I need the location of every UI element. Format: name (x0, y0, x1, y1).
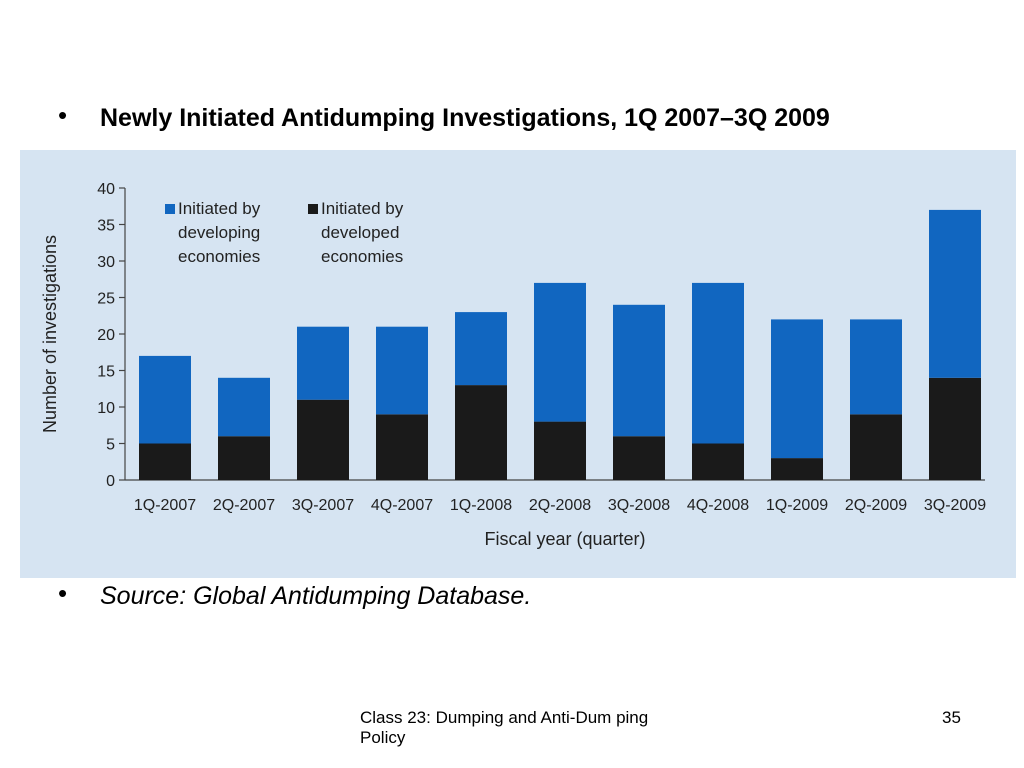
bar-developing (850, 319, 902, 415)
bar-developed (139, 443, 191, 480)
legend-label: Initiated by (178, 199, 261, 218)
legend-label: economies (321, 247, 403, 266)
bar-developed (376, 414, 428, 480)
bar-developing (613, 304, 665, 437)
x-tick-label: 3Q-2008 (608, 497, 670, 514)
legend-label: developing (178, 223, 260, 242)
x-tick-label: 3Q-2007 (292, 497, 354, 514)
bar-developed (218, 436, 270, 480)
bar-developing (692, 282, 744, 444)
bullet-marker-1: • (58, 100, 68, 130)
x-tick-label: 2Q-2008 (529, 497, 591, 514)
bullet-marker-2: • (58, 578, 68, 608)
y-tick-label: 15 (97, 364, 115, 381)
page-number: 35 (942, 708, 961, 727)
bar-developed (613, 436, 665, 480)
legend-label: developed (321, 223, 399, 242)
bar-developed (534, 421, 586, 480)
bar-developed (455, 385, 507, 480)
x-axis-label: Fiscal year (quarter) (484, 529, 645, 549)
bar-developed (771, 458, 823, 480)
y-tick-label: 20 (97, 327, 115, 344)
bar-developed (297, 399, 349, 480)
bar-developing (771, 319, 823, 459)
bar-developing (534, 282, 586, 422)
bar-developed (929, 377, 981, 480)
footer-class-title: Class 23: Dumping and Anti-Dum ping Poli… (360, 708, 649, 747)
y-tick-label: 0 (106, 473, 115, 490)
legend-swatch (165, 204, 175, 214)
x-tick-label: 1Q-2009 (766, 497, 828, 514)
x-tick-label: 2Q-2009 (845, 497, 907, 514)
bar-developing (139, 355, 191, 444)
bar-developing (455, 312, 507, 386)
legend-label: economies (178, 247, 260, 266)
x-tick-label: 1Q-2007 (134, 497, 196, 514)
x-tick-label: 4Q-2008 (687, 497, 749, 514)
x-tick-label: 1Q-2008 (450, 497, 512, 514)
legend-swatch (308, 204, 318, 214)
x-tick-label: 2Q-2007 (213, 497, 275, 514)
x-tick-label: 4Q-2007 (371, 497, 433, 514)
bar-developed (850, 414, 902, 480)
bar-developing (376, 326, 428, 415)
bar-chart: 0 5 10 15 20 25 30 35 40 Number of investigations… (40, 181, 986, 549)
chart-panel: 0 5 10 15 20 25 30 35 40 Number of investigations… (20, 150, 1016, 578)
y-tick-label: 35 (97, 218, 115, 235)
legend-label: Initiated by (321, 199, 404, 218)
bar-developing (297, 326, 349, 400)
y-tick-label: 40 (97, 181, 115, 198)
source-note: Source: Global Antidumping Database. (100, 582, 532, 610)
y-tick-label: 10 (97, 400, 115, 417)
y-axis-label: Number of investigations (40, 235, 60, 433)
bar-developed (692, 443, 744, 480)
bar-developing (218, 377, 270, 437)
slide-title: Newly Initiated Antidumping Investigatio… (100, 104, 830, 132)
y-tick-label: 5 (106, 437, 115, 454)
y-tick-label: 25 (97, 291, 115, 308)
bar-developing (929, 209, 981, 378)
x-tick-label: 3Q-2009 (924, 497, 986, 514)
y-tick-label: 30 (97, 254, 115, 271)
